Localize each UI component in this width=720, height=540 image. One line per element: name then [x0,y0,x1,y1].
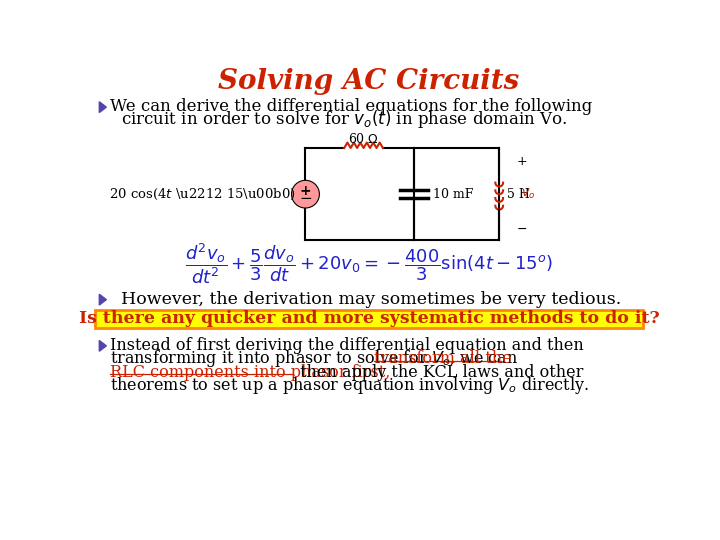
Text: 10 mF: 10 mF [433,188,473,201]
Text: $v_o$: $v_o$ [521,187,535,201]
Polygon shape [99,294,107,305]
Text: −: − [299,191,312,206]
Polygon shape [99,340,107,351]
Circle shape [292,180,320,208]
Text: transforming it into phasor to solve for $V_o$, we can: transforming it into phasor to solve for… [110,348,518,369]
Text: theorems to set up a phasor equation involving $V_o$ directly.: theorems to set up a phasor equation inv… [110,375,589,396]
FancyBboxPatch shape [94,309,644,328]
Text: transform all the: transform all the [374,350,511,367]
Text: then apply the KCL laws and other: then apply the KCL laws and other [295,363,584,381]
Text: However, the derivation may sometimes be very tedious.: However, the derivation may sometimes be… [121,291,621,308]
Text: 60 $\Omega$: 60 $\Omega$ [348,132,379,146]
Text: Is there any quicker and more systematic methods to do it?: Is there any quicker and more systematic… [78,310,660,327]
Text: 20 cos(4$t$ \u2212 15\u00b0): 20 cos(4$t$ \u2212 15\u00b0) [109,187,296,202]
Text: +: + [516,156,527,168]
Text: Instead of first deriving the differential equation and then: Instead of first deriving the differenti… [110,338,584,354]
Polygon shape [99,102,107,112]
Text: $\dfrac{d^2v_o}{dt^2}+\dfrac{5}{3}\dfrac{dv_o}{dt}+20v_0=-\dfrac{400}{3}\sin(4t-: $\dfrac{d^2v_o}{dt^2}+\dfrac{5}{3}\dfrac… [185,241,553,286]
Text: circuit in order to solve for $v_o(t)$ in phase domain Vo.: circuit in order to solve for $v_o(t)$ i… [121,109,567,131]
Text: Solving AC Circuits: Solving AC Circuits [218,68,520,95]
Text: +: + [300,184,311,198]
Text: RLC components into phasor first,: RLC components into phasor first, [110,363,390,381]
Text: We can derive the differential equations for the following: We can derive the differential equations… [110,98,593,115]
Text: 5 H: 5 H [507,188,530,201]
Text: $-$: $-$ [516,222,527,235]
